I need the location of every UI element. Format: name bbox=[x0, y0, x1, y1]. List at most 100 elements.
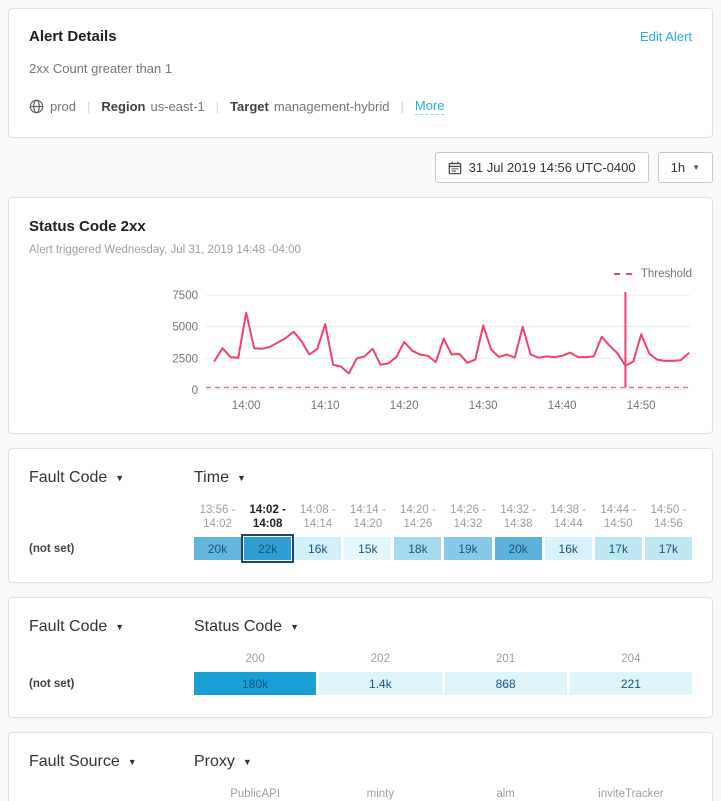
column-dimension-label: Time bbox=[194, 469, 229, 486]
alert-meta-row: prod | Region us-east-1 | Target managem… bbox=[29, 98, 692, 115]
more-link[interactable]: More bbox=[414, 98, 445, 115]
table-row: (not set) 20k 22k 16k 15k 18k 19k 20k 16k 17k 17k bbox=[29, 534, 692, 563]
range-select-button[interactable]: 1h ▼ bbox=[657, 152, 713, 183]
column-header-row: PublicAPI minty alm inviteTracker bbox=[29, 787, 692, 801]
globe-icon bbox=[29, 99, 44, 114]
chart-subtitle: Alert triggered Wednesday, Jul 31, 2019 … bbox=[29, 244, 301, 256]
breakdown-card-fault-source-by-proxy: Fault Source ▼ Proxy ▼ PublicAPI minty alm in… bbox=[8, 732, 713, 801]
heatmap-grid: 200 202 201 204 (not set) 180k 1.4k 868 221 bbox=[29, 652, 692, 695]
heatmap-grid: PublicAPI minty alm inviteTracker bbox=[29, 787, 692, 801]
column-header: 200 bbox=[245, 653, 265, 665]
heatmap-cell[interactable]: 22k bbox=[241, 534, 295, 563]
column-header: PublicAPI bbox=[230, 788, 281, 800]
heatmap-cell[interactable]: 221 bbox=[569, 672, 692, 695]
svg-text:14:40: 14:40 bbox=[548, 400, 577, 412]
region-label: Region bbox=[101, 99, 146, 114]
chevron-down-icon: ▼ bbox=[115, 473, 125, 483]
svg-text:14:10: 14:10 bbox=[311, 400, 340, 412]
target-label: Target bbox=[230, 99, 269, 114]
row-label: (not set) bbox=[29, 677, 75, 690]
svg-text:14:20: 14:20 bbox=[390, 400, 419, 412]
heatmap-cell[interactable]: 19k bbox=[444, 537, 492, 560]
datetime-picker-button[interactable]: 31 Jul 2019 14:56 UTC-0400 bbox=[434, 152, 649, 183]
svg-text:0: 0 bbox=[192, 385, 198, 397]
column-header: 14:02 - 14:08 bbox=[249, 504, 286, 530]
chart-legend: Threshold bbox=[29, 268, 692, 280]
svg-text:14:00: 14:00 bbox=[232, 400, 261, 412]
column-header: 204 bbox=[621, 653, 641, 665]
column-dimension-select[interactable]: Proxy ▼ bbox=[194, 753, 252, 771]
svg-text:7500: 7500 bbox=[172, 290, 198, 302]
row-dimension-select[interactable]: Fault Source ▼ bbox=[29, 753, 194, 771]
column-dimension-select[interactable]: Time ▼ bbox=[194, 469, 246, 487]
svg-text:14:50: 14:50 bbox=[627, 400, 656, 412]
divider: | bbox=[87, 99, 91, 114]
alert-details-title: Alert Details bbox=[29, 28, 117, 45]
heatmap-cell[interactable]: 15k bbox=[344, 537, 392, 560]
heatmap-cell[interactable]: 1.4k bbox=[319, 672, 442, 695]
column-header: 14:32 - 14:38 bbox=[500, 504, 537, 530]
row-dimension-select[interactable]: Fault Code ▼ bbox=[29, 469, 194, 487]
heatmap-cell[interactable]: 20k bbox=[494, 537, 542, 560]
chevron-down-icon: ▼ bbox=[692, 163, 700, 172]
row-dimension-label: Fault Code bbox=[29, 469, 108, 486]
time-toolbar: 31 Jul 2019 14:56 UTC-0400 1h ▼ bbox=[8, 152, 713, 183]
column-header: 14:38 - 14:44 bbox=[550, 504, 587, 530]
heatmap-grid: 13:56 - 14:02 14:02 - 14:08 14:08 - 14:14 1… bbox=[29, 503, 692, 563]
breakdown-tables: Fault Code ▼ Time ▼ 13:56 - 14:02 14:02 - 1… bbox=[0, 448, 721, 801]
heatmap-cell[interactable]: 17k bbox=[644, 537, 692, 560]
column-header: 14:14 - 14:20 bbox=[349, 504, 386, 530]
svg-text:2500: 2500 bbox=[172, 353, 198, 365]
alert-condition: 2xx Count greater than 1 bbox=[29, 61, 173, 76]
status-code-chart-card: Status Code 2xx Alert triggered Wednesda… bbox=[8, 197, 713, 434]
heatmap-cell[interactable]: 180k bbox=[194, 672, 317, 695]
chevron-down-icon: ▼ bbox=[290, 622, 299, 632]
heatmap-cell[interactable]: 868 bbox=[444, 672, 567, 695]
region-value: us-east-1 bbox=[150, 99, 205, 114]
column-header: minty bbox=[366, 788, 395, 800]
column-dimension-label: Proxy bbox=[194, 753, 235, 770]
calendar-icon bbox=[448, 161, 462, 175]
breakdown-card-fault-code-by-status-code: Fault Code ▼ Status Code ▼ 200 202 201 204 (n… bbox=[8, 597, 713, 718]
range-value: 1h bbox=[670, 160, 686, 175]
row-dimension-label: Fault Code bbox=[29, 618, 108, 635]
divider: | bbox=[215, 99, 220, 114]
heatmap-cell[interactable]: 16k bbox=[294, 537, 342, 560]
divider: | bbox=[400, 99, 404, 114]
svg-text:5000: 5000 bbox=[172, 322, 198, 334]
legend-threshold-label: Threshold bbox=[640, 268, 692, 280]
heatmap-cell[interactable]: 20k bbox=[194, 537, 242, 560]
column-header: 14:08 - 14:14 bbox=[299, 504, 336, 530]
column-header: 14:20 - 14:26 bbox=[400, 504, 436, 530]
row-dimension-label: Fault Source bbox=[29, 753, 120, 770]
edit-alert-link[interactable]: Edit Alert bbox=[639, 29, 692, 44]
environment: prod bbox=[29, 99, 76, 114]
chart-title: Status Code 2xx bbox=[29, 218, 146, 235]
column-header-row: 200 202 201 204 bbox=[29, 652, 692, 672]
dimension-selectors: Fault Code ▼ Time ▼ bbox=[29, 469, 692, 487]
status-code-line-chart: 0 2500 5000 7500 14:00 14:10 14:20 14:30 14:40 14… bbox=[172, 290, 692, 412]
chevron-down-icon: ▼ bbox=[127, 757, 137, 767]
heatmap-cell[interactable]: 16k bbox=[544, 537, 592, 560]
chevron-down-icon: ▼ bbox=[242, 757, 252, 767]
dimension-selectors: Fault Code ▼ Status Code ▼ bbox=[29, 618, 692, 636]
chevron-down-icon: ▼ bbox=[236, 473, 246, 483]
dimension-selectors: Fault Source ▼ Proxy ▼ bbox=[29, 753, 692, 771]
alert-details-card: Alert Details Edit Alert 2xx Count great… bbox=[8, 8, 713, 138]
column-header-row: 13:56 - 14:02 14:02 - 14:08 14:08 - 14:14 1… bbox=[29, 503, 692, 537]
target-value: management-hybrid bbox=[273, 99, 390, 114]
heatmap-cell[interactable]: 17k bbox=[594, 537, 642, 560]
column-header: 13:56 - 14:02 bbox=[199, 504, 236, 530]
svg-text:14:30: 14:30 bbox=[469, 400, 498, 412]
column-dimension-select[interactable]: Status Code ▼ bbox=[194, 618, 299, 636]
datetime-value: 31 Jul 2019 14:56 UTC-0400 bbox=[468, 160, 636, 175]
row-dimension-select[interactable]: Fault Code ▼ bbox=[29, 618, 194, 636]
column-header: 14:26 - 14:32 bbox=[450, 504, 486, 530]
column-header: 14:44 - 14:50 bbox=[600, 504, 637, 530]
breakdown-card-fault-code-by-time: Fault Code ▼ Time ▼ 13:56 - 14:02 14:02 - 1… bbox=[8, 448, 713, 583]
column-dimension-label: Status Code bbox=[194, 618, 283, 635]
environment-name: prod bbox=[50, 99, 77, 114]
heatmap-cell[interactable]: 18k bbox=[394, 537, 442, 560]
column-header: 201 bbox=[496, 653, 516, 665]
column-header: inviteTracker bbox=[598, 788, 664, 800]
